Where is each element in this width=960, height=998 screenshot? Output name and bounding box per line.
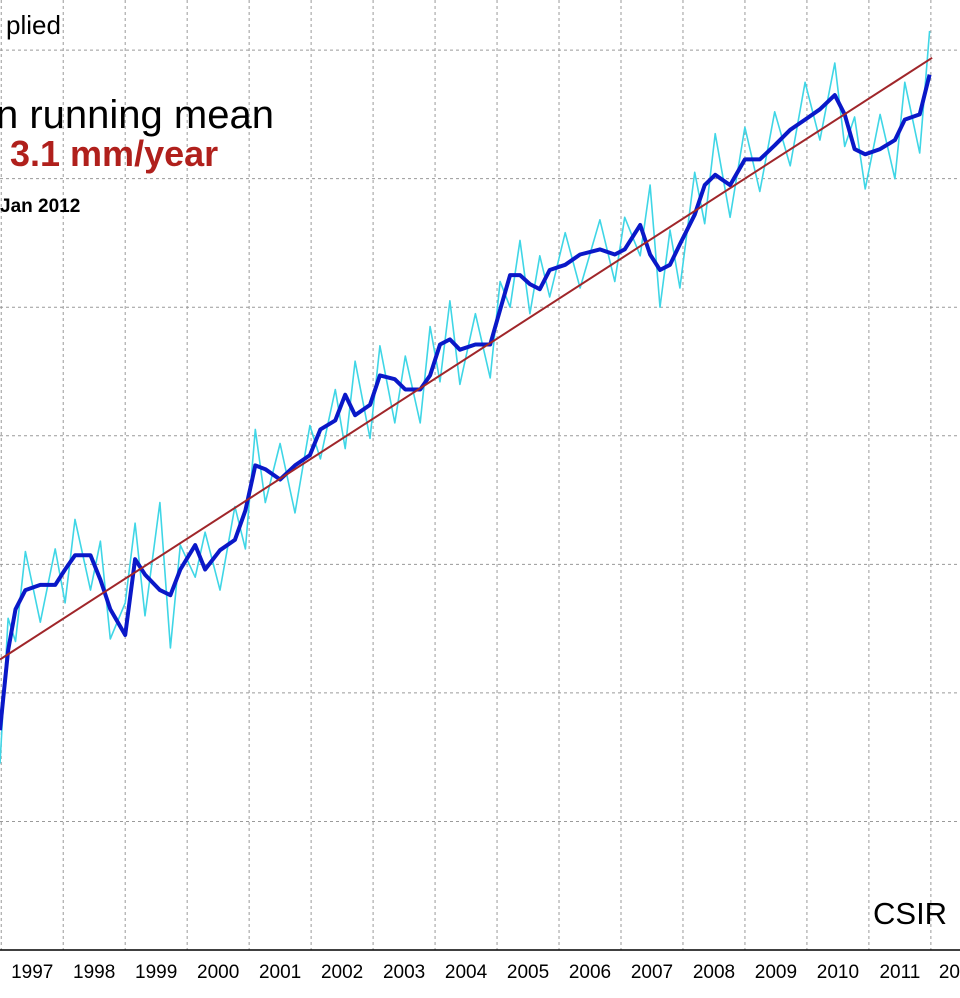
- title-fragment: plied: [6, 10, 61, 40]
- x-tick-label: 1999: [135, 962, 177, 983]
- x-tick-label: 2000: [197, 962, 239, 983]
- x-tick-label: 2009: [755, 962, 797, 983]
- x-ticks: 1997 1998 1999 2000 2001 2002 2003 2004 2005 2006…: [11, 962, 960, 983]
- series-line: [0, 56, 933, 661]
- x-tick-label: 2006: [569, 962, 611, 983]
- x-tick-label: 2011: [879, 962, 920, 983]
- x-tick-label: 2010: [817, 962, 859, 983]
- x-tick-label: 2001: [259, 962, 301, 983]
- title-running-mean: n running mean: [0, 93, 274, 137]
- x-tick-label: 2002: [321, 962, 363, 983]
- plot-lines: [0, 30, 933, 764]
- series-line: [0, 74, 932, 731]
- x-tick-label: 2004: [445, 962, 488, 983]
- x-tick-label: 2008: [693, 962, 735, 983]
- trend-label: 3.1 mm/year: [10, 133, 218, 174]
- date-label: Jan 2012: [0, 196, 80, 217]
- x-tick-label: 1998: [73, 962, 115, 983]
- x-tick-label: 2003: [383, 962, 425, 983]
- source-label: CSIR: [873, 896, 947, 931]
- x-tick-label: 2005: [507, 962, 549, 983]
- x-tick-label: 20: [939, 962, 960, 983]
- x-tick-label: 1997: [11, 962, 53, 983]
- x-tick-label: 2007: [631, 962, 673, 983]
